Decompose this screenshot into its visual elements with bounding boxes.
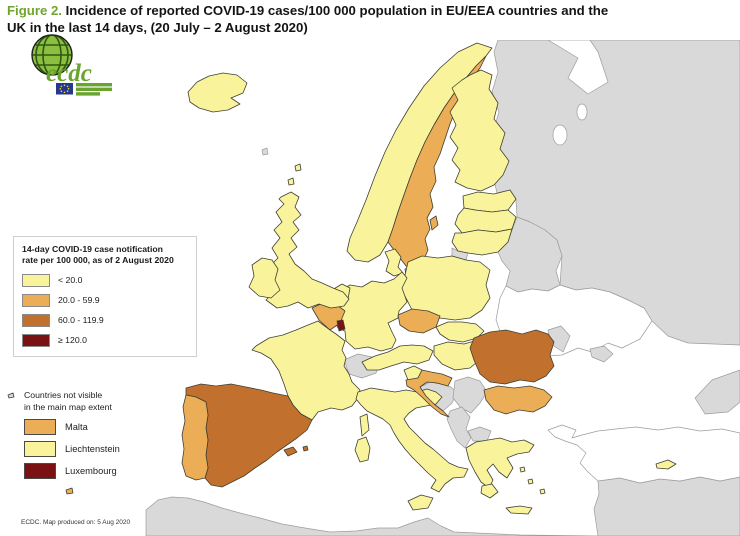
island-madeira (65, 487, 74, 495)
country-lithuania (451, 228, 513, 256)
inset-legend-title: Countries not visible in the main map ex… (24, 390, 112, 413)
figure-title: Figure 2. Incidence of reported COVID-19… (7, 2, 735, 36)
island-gotland (429, 215, 439, 231)
country-luxembourg (336, 319, 346, 332)
legend-item-60-119: 60.0 - 119.9 (22, 313, 188, 327)
islands-aegean (539, 488, 546, 495)
map-credit: ECDC. Map produced on: 5 Aug 2020 (21, 519, 131, 526)
islands-aegean (527, 478, 534, 485)
islands-balearic-minor (302, 445, 309, 452)
island-corsica (359, 413, 370, 437)
inset-swatch-luxembourg (24, 463, 56, 480)
country-finland (449, 69, 510, 192)
country-turkey (547, 424, 740, 484)
island-crete (505, 505, 533, 515)
country-iceland (187, 72, 248, 113)
islands-azores (7, 392, 15, 399)
island-sicily (407, 494, 434, 511)
islands-balearic (283, 446, 298, 457)
region-middle-east (593, 476, 740, 536)
ecdc-logo: ecdc (22, 33, 134, 102)
inset-swatch-liechtenstein (24, 441, 56, 458)
region-crimea (589, 345, 614, 363)
legend-item-20-59: 20.0 - 59.9 (22, 293, 188, 307)
country-italy (355, 387, 469, 493)
legend-swatch-20-59 (22, 293, 50, 307)
legend-item-lt20: < 20.0 (22, 273, 188, 287)
country-cyprus (655, 459, 677, 470)
country-albania-montenegro (446, 406, 472, 449)
country-portugal (181, 394, 209, 481)
lake-onega (576, 103, 588, 121)
country-bulgaria (483, 385, 553, 415)
country-ireland (248, 257, 281, 299)
ecdc-tagline-text-illegible (76, 83, 112, 96)
country-serbia (452, 376, 488, 414)
eu-flag-icon (56, 83, 73, 95)
region-caucasus (694, 369, 740, 415)
legend-item-gte120: ≥ 120.0 (22, 333, 188, 347)
inset-swatch-malta (24, 419, 56, 436)
inset-item-liechtenstein: Liechtenstein (24, 441, 120, 458)
legend-swatch-60-119 (22, 313, 50, 327)
inset-item-malta: Malta (24, 419, 120, 436)
white-sea (547, 40, 609, 95)
country-austria (361, 344, 434, 371)
legend-swatch-lt20 (22, 273, 50, 287)
legend-swatch-gte120 (22, 333, 50, 347)
country-north-macedonia (467, 426, 492, 442)
legend-title: 14-day COVID-19 case notification rate p… (22, 244, 174, 266)
figure-title-line1: Figure 2. Incidence of reported COVID-19… (7, 2, 735, 19)
figure-title-line2: UK in the last 14 days, (20 July – 2 Aug… (7, 20, 308, 36)
inset-item-luxembourg: Luxembourg (24, 463, 120, 480)
islands-shetland (294, 163, 302, 172)
country-united-kingdom (265, 191, 350, 309)
region-north-africa (145, 496, 599, 536)
map-legend: 14-day COVID-19 case notification rate p… (13, 236, 197, 357)
country-poland (400, 255, 491, 323)
islands-faroe (261, 147, 269, 156)
figure-title-text: Incidence of reported COVID-19 cases/100… (61, 3, 609, 18)
figure-label: Figure 2. (7, 3, 62, 18)
islands-orkney (287, 177, 295, 186)
country-slovakia (435, 321, 485, 343)
island-sardinia (354, 436, 371, 463)
region-peloponnese (480, 483, 499, 499)
country-greece (465, 437, 535, 489)
ecdc-wordmark: ecdc (46, 60, 92, 87)
islands-aegean (519, 466, 526, 473)
inset-legend: Countries not visible in the main map ex… (24, 389, 120, 480)
globe-icon (31, 34, 73, 76)
country-croatia (405, 369, 453, 418)
country-latvia (454, 207, 517, 234)
country-romania (469, 329, 555, 385)
lake-ladoga (552, 124, 568, 146)
